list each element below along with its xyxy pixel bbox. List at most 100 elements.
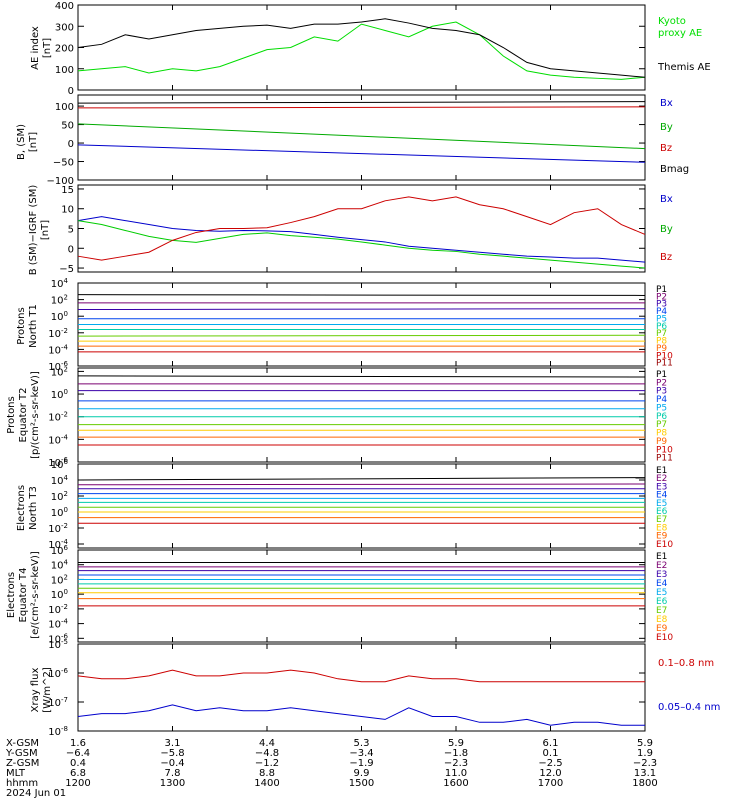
axis-value: −2.5: [538, 758, 562, 769]
legend-bsm-bmag: Bmag: [660, 164, 689, 175]
bdiff-ylabel-2: [nT]: [40, 220, 51, 240]
y-tick-label: 400: [55, 1, 74, 12]
bdiff-series-by: [77, 220, 646, 269]
bsm-ylabel-2: [nT]: [28, 132, 39, 152]
e3-panel: 10-410-2100102104106E1E2E3E4E5E6E7E8E9E1…: [48, 458, 673, 551]
p2-ylabel-2: Equator T2: [18, 388, 29, 443]
channel-legend-p3: P3: [656, 300, 667, 310]
e3-series-e2: [77, 483, 646, 486]
axis-value: 13.1: [634, 768, 656, 779]
xr-series-0-05-0-4-nm: [77, 704, 645, 726]
y-tick-label: 10-4: [48, 433, 68, 446]
y-tick-label: 10-2: [48, 522, 68, 535]
y-tick-label: 100: [55, 65, 74, 76]
axis-value: 1700: [538, 778, 563, 789]
p1-panel: 10-610-410-2100102104P1P2P3P4P5P6P7P8P9P…: [48, 277, 673, 373]
channel-legend-p7: P7: [656, 329, 667, 339]
channel-legend-e9: E9: [656, 624, 668, 634]
channel-legend-e6: E6: [656, 597, 668, 607]
y-tick-label: 15: [61, 185, 74, 196]
axis-row-label: MLT: [6, 768, 26, 779]
axis-value: 1.6: [70, 738, 86, 749]
bsm-ylabel-1: B, (SM): [16, 124, 27, 160]
y-tick-label: 10: [61, 205, 74, 216]
axis-value: 5.9: [448, 738, 464, 749]
date-label: 2024 Jun 01: [6, 788, 66, 799]
xr-ylabel-2: [W/m^2]: [42, 667, 53, 713]
channel-legend-p6: P6: [656, 412, 667, 422]
y-tick-label: 104: [51, 559, 69, 572]
bdiff-frame: [77, 184, 646, 273]
axis-value: 6.1: [543, 738, 559, 749]
y-tick-label: 50: [61, 121, 74, 132]
axis-row-label: hhmm: [6, 778, 38, 789]
axis-value: 1500: [349, 778, 374, 789]
channel-legend-p9: P9: [656, 437, 667, 447]
axis-value: −2.3: [444, 758, 468, 769]
y-tick-label: 102: [51, 490, 68, 503]
e3-series-e1: [77, 477, 646, 481]
e3-ylabel-2: North T3: [28, 486, 39, 530]
y-tick-label: 10-2: [48, 411, 68, 424]
bsm-series-bmag: [77, 101, 646, 104]
axis-value: 1800: [632, 778, 657, 789]
y-tick-label: 10-8: [48, 725, 68, 738]
channel-legend-p8: P8: [656, 337, 667, 347]
p2-ylabel-3: [p/(cm²-s-sr-keV)]: [30, 371, 41, 459]
y-tick-label: 100: [51, 506, 68, 519]
channel-legend-e7: E7: [656, 606, 667, 616]
channel-legend-p3: P3: [656, 387, 667, 397]
p2-ylabel-1: Protons: [6, 396, 17, 433]
bsm-series-bx: [77, 144, 646, 163]
y-tick-label: 104: [51, 277, 69, 290]
y-tick-label: 100: [51, 388, 68, 401]
p2-frame: [77, 367, 646, 463]
channel-legend-p2: P2: [656, 378, 667, 388]
axis-value: −1.9: [349, 758, 373, 769]
axis-row-label: Y-GSM: [5, 748, 38, 759]
legend-bdiff-bz: Bz: [660, 252, 672, 263]
xr-panel: 10-810-710-610-5: [48, 638, 646, 738]
channel-legend-p1: P1: [656, 370, 667, 380]
legend-xray-short: 0.05–0.4 nm: [658, 702, 720, 713]
p2-panel: 10-610-410-2100102P1P2P3P4P5P6P7P8P9P10P…: [48, 365, 673, 469]
ae-ylabel-1: AE index: [30, 26, 41, 70]
channel-legend-e10: E10: [656, 633, 673, 643]
plot-panels: 0100200300400−100−50050100−505101510-610…: [47, 1, 674, 738]
channel-legend-e9: E9: [656, 532, 668, 542]
y-tick-label: 10-4: [48, 343, 68, 356]
y-tick-label: 106: [51, 544, 69, 557]
e4-ylabel-2: Equator T4: [18, 568, 29, 623]
legend-bsm-bz: Bz: [660, 143, 672, 154]
axis-value: 1200: [65, 778, 90, 789]
y-tick-label: 0: [68, 139, 74, 150]
y-tick-label: 5: [68, 225, 74, 236]
axis-value: −1.8: [444, 748, 468, 759]
axis-value: 5.3: [354, 738, 370, 749]
channel-legend-p6: P6: [656, 322, 667, 332]
y-tick-label: 10-2: [48, 327, 68, 340]
xr-frame: [77, 643, 646, 732]
bdiff-series-bx: [77, 216, 646, 263]
y-tick-label: 200: [55, 44, 74, 55]
channel-legend-e8: E8: [656, 615, 668, 625]
p1-ylabel-2: North T1: [28, 304, 39, 348]
axis-value: 0.4: [70, 758, 86, 769]
xr-ylabel-1: Xray flux: [30, 668, 41, 713]
p1-series-p3: [77, 308, 646, 311]
y-tick-label: 300: [55, 22, 74, 33]
channel-legend-e5: E5: [656, 588, 667, 598]
axis-values: 1.6 3.1 4.4 5.3 5.9 6.1 5.9−6.4 −5.8 −4.8 −3.4 −1.…: [65, 738, 657, 789]
axis-value: 11.0: [445, 768, 467, 779]
y-tick-label: 102: [51, 365, 68, 378]
y-tick-label: 102: [51, 573, 68, 586]
channel-legend-p11: P11: [656, 359, 673, 369]
e4-ylabel-3: [e/(cm²-s-sr-keV)]: [30, 551, 41, 639]
e4-ylabel-1: Electrons: [6, 572, 17, 618]
channel-legend-e3: E3: [656, 482, 667, 492]
channel-legend-e4: E4: [656, 491, 668, 501]
channel-legend-e1: E1: [656, 466, 667, 476]
ae-series-themis-ae: [77, 18, 646, 78]
channel-legend-e5: E5: [656, 499, 667, 509]
e4-frame: [77, 549, 646, 643]
